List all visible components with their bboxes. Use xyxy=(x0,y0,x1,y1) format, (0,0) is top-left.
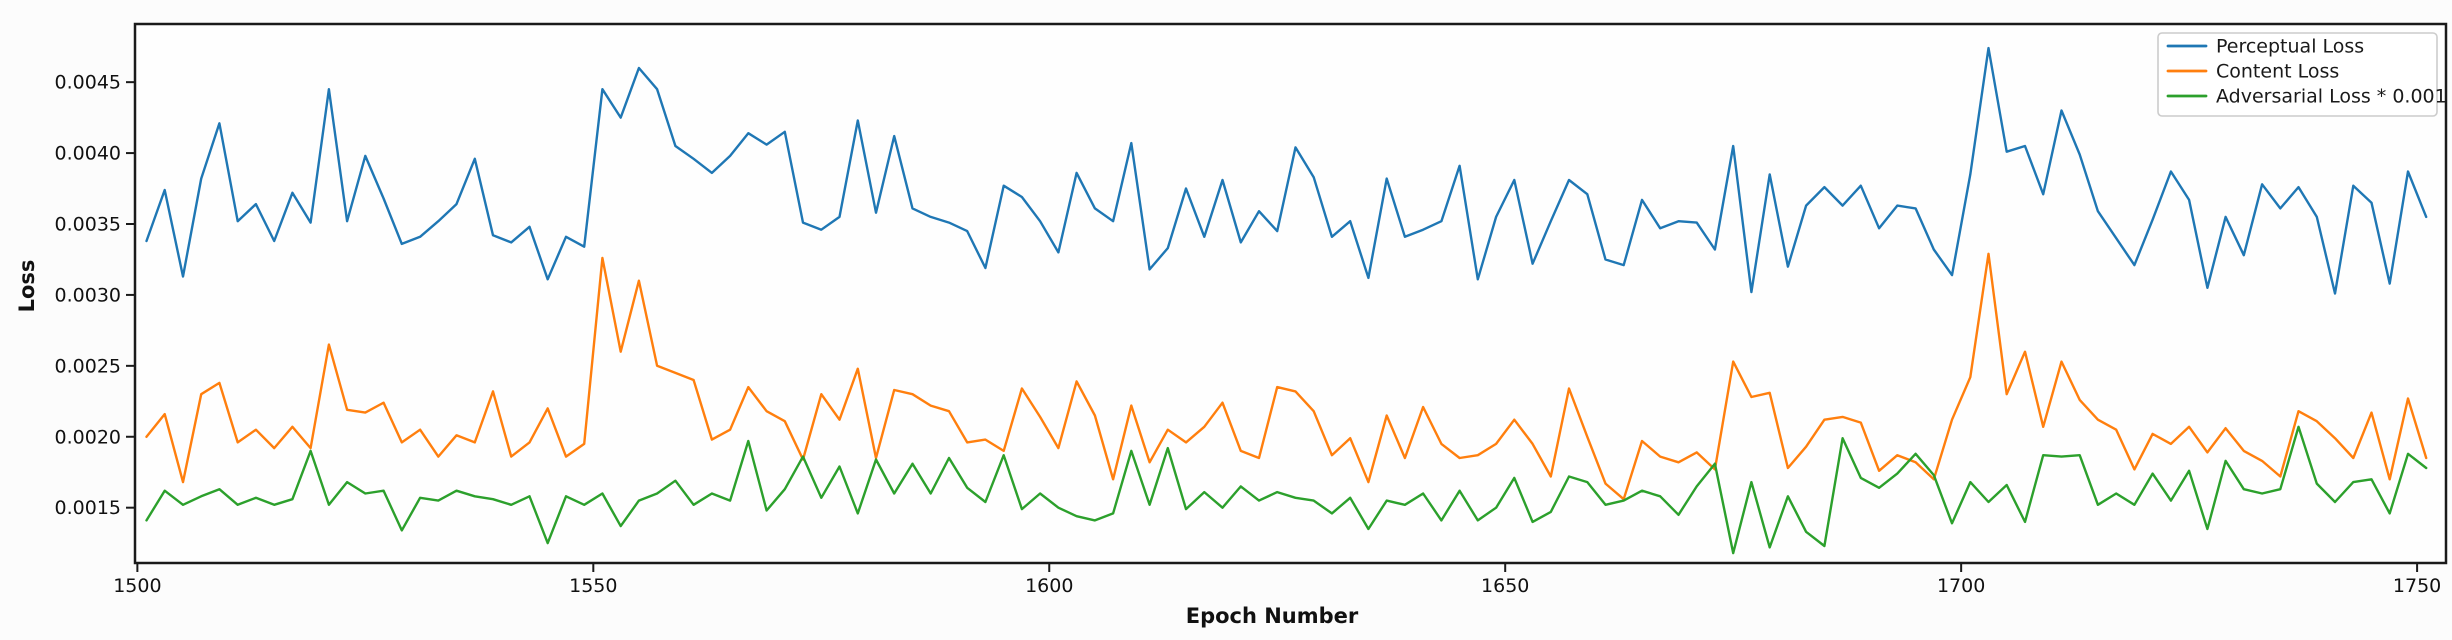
plot-border xyxy=(133,22,2448,565)
y-tick-label: 0.0035 xyxy=(55,213,121,235)
series-line-adversarial-loss-0-001 xyxy=(145,425,2428,555)
legend-label: Perceptual Loss xyxy=(2216,36,2364,58)
y-axis-label: Loss xyxy=(15,259,39,313)
x-tick-label: 1700 xyxy=(1937,575,1985,597)
x-tick-label: 1550 xyxy=(569,575,617,597)
y-tick-label: 0.0025 xyxy=(55,355,121,377)
y-tick-label: 0.0015 xyxy=(55,497,121,519)
x-axis-label: Epoch Number xyxy=(1185,604,1359,628)
y-tick-label: 0.0045 xyxy=(55,72,121,94)
y-tick-label: 0.0030 xyxy=(55,284,121,306)
legend-label: Adversarial Loss * 0.001 xyxy=(2216,86,2447,108)
series-line-perceptual-loss xyxy=(145,46,2428,295)
y-tick-label: 0.0040 xyxy=(55,143,121,165)
legend-label: Content Loss xyxy=(2216,61,2339,83)
x-tick-label: 1750 xyxy=(2393,575,2441,597)
series-line-content-loss xyxy=(145,252,2428,501)
y-tick-label: 0.0020 xyxy=(55,426,121,448)
legend xyxy=(2157,32,2438,117)
x-tick-label: 1600 xyxy=(1025,575,1073,597)
plot-area xyxy=(135,24,2446,563)
x-tick-label: 1650 xyxy=(1481,575,1529,597)
x-tick-label: 1500 xyxy=(113,575,161,597)
